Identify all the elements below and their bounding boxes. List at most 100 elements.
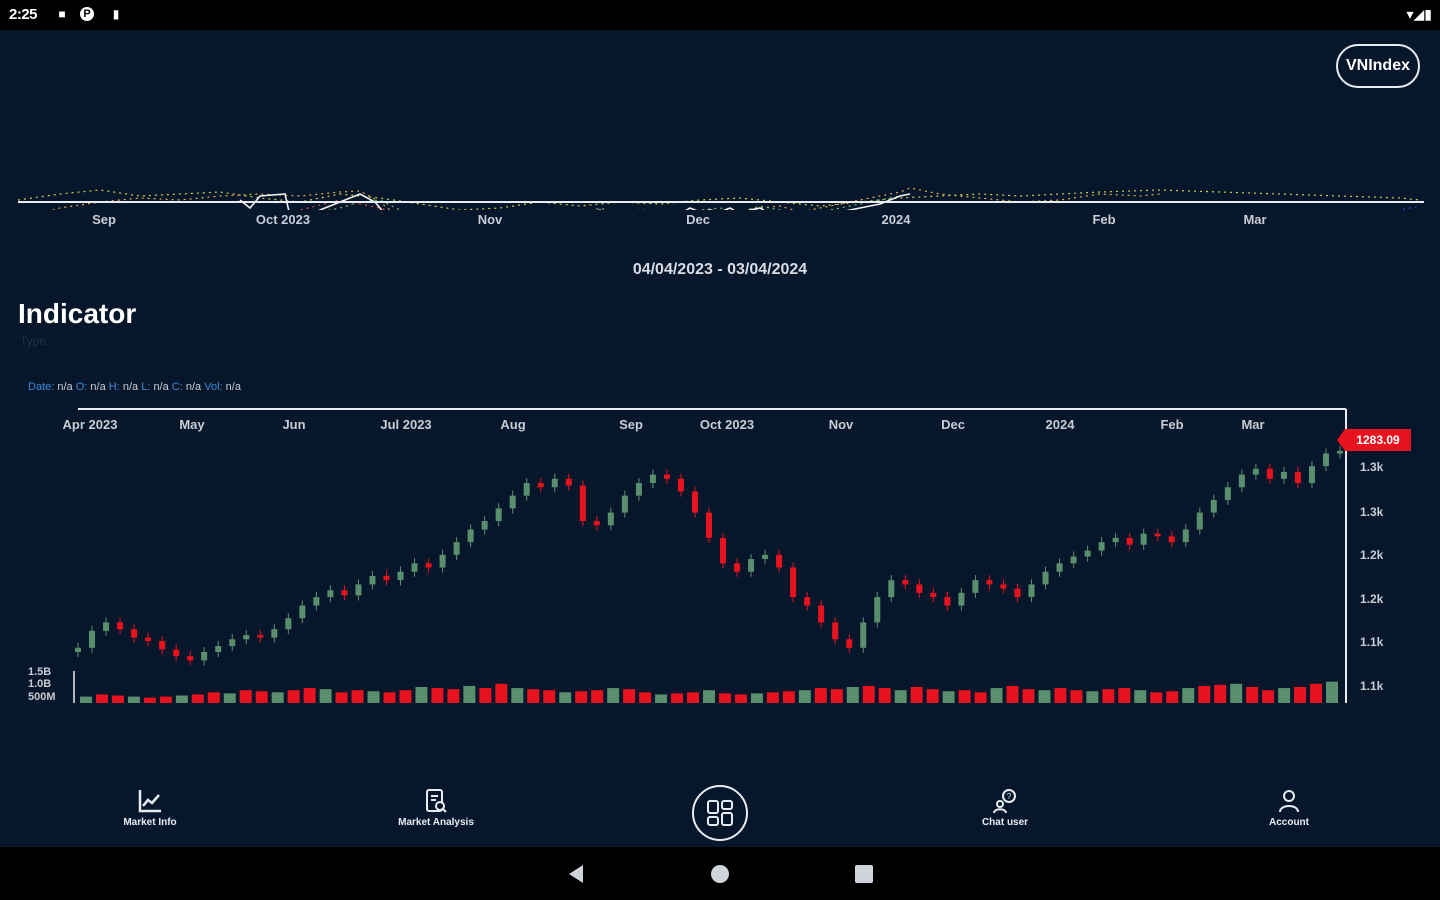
candle-body (103, 622, 110, 631)
candle-body (1294, 472, 1301, 484)
ohlc-date-value: n/a (57, 381, 73, 393)
y-tick-label: 1.2k (1360, 548, 1384, 562)
candle-body (986, 580, 993, 585)
volume-bar (127, 696, 140, 703)
volume-bar (942, 691, 955, 703)
ohlc-open-value: n/a (90, 381, 106, 393)
volume-bar (734, 694, 747, 703)
overview-tick-label: Sep (92, 212, 116, 227)
indicator-title: Indicator (18, 298, 137, 329)
candle-body (1098, 542, 1105, 551)
candle-body (495, 508, 502, 522)
candle-body (1070, 556, 1077, 564)
ohlc-date-key: Date: (28, 381, 55, 393)
overview-tick-label: Mar (1243, 212, 1267, 227)
candle-body (832, 622, 839, 640)
volume-tick-label: 1.0B (28, 678, 52, 690)
overview-series-3 (1396, 205, 1421, 210)
volume-bar (1310, 683, 1323, 703)
nav-market-analysis[interactable]: Market Analysis (376, 787, 496, 828)
candle-body (677, 478, 684, 492)
volume-bar (766, 692, 779, 703)
volume-bar (894, 690, 907, 703)
report-search-icon (426, 789, 447, 813)
candle-body (481, 521, 488, 530)
overview-series-4 (17, 189, 1421, 210)
volume-bar (351, 690, 364, 703)
volume-bar (607, 688, 620, 703)
candle-body (1112, 537, 1119, 543)
status-time: 2:25 (9, 6, 38, 23)
volume-bar (399, 690, 412, 703)
candle-body (1168, 536, 1175, 543)
volume-bar (175, 695, 188, 703)
date-range-label[interactable]: 04/04/2023 - 03/04/2024 (632, 261, 808, 278)
x-tick-label: Oct 2023 (699, 417, 755, 432)
index-selector-button[interactable]: VNIndex (1336, 44, 1420, 88)
volume-bar (926, 689, 939, 703)
ohlc-close-value: n/a (185, 381, 202, 393)
ohlc-high-value: n/a (122, 381, 139, 393)
volume-bar (782, 691, 795, 703)
volume-bar (1294, 687, 1307, 703)
overview-tick-label: 2024 (881, 212, 911, 227)
candle-body (565, 478, 572, 486)
candlestick-chart[interactable]: Apr 2023 May Jun Jul 2023 Aug Sep Oct 20… (0, 395, 1440, 725)
candle-body (888, 580, 895, 598)
volume-bar (383, 692, 396, 703)
candle-body (453, 542, 460, 555)
candle-body (706, 512, 712, 538)
ohlc-open-key: O: (75, 381, 88, 393)
ohlc-legend: Date: n/a O: n/a H: n/a L: n/a C: n/a Vo… (28, 381, 241, 393)
nav-overview-button[interactable] (692, 785, 748, 841)
volume-bar (814, 688, 827, 703)
overview-comparison-chart[interactable]: Sep Oct 2023 Nov Dec 2024 Feb Mar (0, 90, 1440, 240)
ohlc-close-key: C: (171, 381, 183, 393)
candle-body (313, 597, 320, 606)
volume-bar (878, 688, 891, 703)
volume-bar (255, 691, 268, 703)
back-icon[interactable] (565, 863, 589, 885)
x-tick-label: Nov (828, 417, 854, 432)
volume-bar (367, 691, 380, 703)
volume-bar (479, 688, 492, 703)
chart-line-icon (138, 790, 161, 813)
candle-body (257, 635, 264, 638)
volume-bar (527, 689, 540, 703)
volume-bar (1022, 689, 1035, 703)
nav-chat-user[interactable]: ? Chat user (945, 787, 1065, 828)
candle-body (762, 554, 769, 560)
nav-label: Chat user (981, 817, 1029, 828)
candle-body (327, 590, 334, 598)
candle-body (1154, 533, 1161, 537)
overview-tick-label: Dec (686, 212, 710, 227)
home-icon[interactable] (708, 863, 732, 885)
volume-bar (80, 696, 92, 703)
x-tick-label: 2024 (1045, 417, 1075, 432)
candle-body (187, 656, 194, 661)
volume-bar (1246, 687, 1259, 703)
x-tick-label: Dec (941, 417, 965, 432)
candle-body (720, 537, 727, 564)
candle-body (1014, 588, 1021, 598)
overview-tick-label: Oct 2023 (255, 212, 311, 227)
y-tick-label: 1.3k (1360, 505, 1384, 519)
candle-body (509, 495, 516, 509)
candle-body (1140, 533, 1147, 545)
ohlc-volume-key: Vol: (204, 381, 223, 393)
recents-icon[interactable] (852, 863, 876, 885)
volume-bar (1326, 681, 1338, 703)
volume-bar (319, 689, 332, 703)
last-price-tag: 1283.09 (1337, 429, 1411, 451)
y-tick-label: 1.2k (1360, 592, 1384, 606)
nav-market-info[interactable]: Market Info (90, 787, 210, 828)
indicator-type-label[interactable]: Type (20, 334, 47, 348)
candle-body (1028, 584, 1035, 598)
candle-body (1000, 584, 1007, 589)
candle-body (1308, 466, 1315, 484)
volume-bar (1198, 685, 1211, 703)
nav-account[interactable]: Account (1229, 787, 1349, 828)
candle-body (173, 649, 180, 657)
volume-bar (687, 692, 700, 703)
volume-bar (846, 687, 859, 703)
